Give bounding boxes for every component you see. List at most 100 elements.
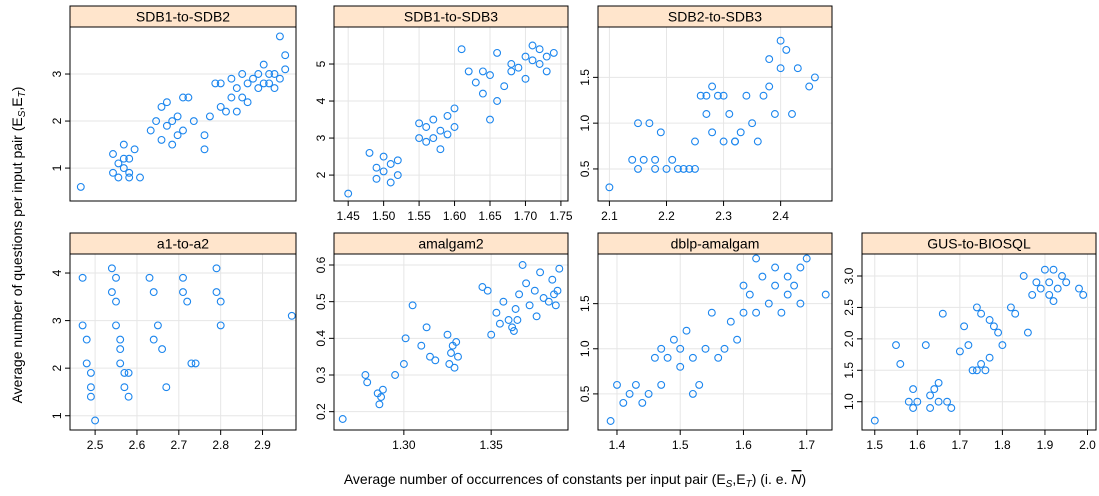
data-point [109, 168, 117, 177]
y-tick-label: 1.5 [578, 295, 592, 312]
data-point [753, 137, 762, 146]
data-point [765, 82, 774, 91]
data-point [114, 159, 123, 168]
data-point [725, 110, 734, 118]
data-point [216, 321, 225, 330]
data-point [270, 70, 279, 78]
panel-1: SDB1-to-SDB2 1 2 3 [50, 5, 297, 202]
y-tick-label: 0.5 [578, 385, 592, 402]
data-point [821, 290, 830, 299]
data-point [909, 385, 918, 394]
data-point [638, 398, 647, 407]
data-point [429, 134, 438, 143]
data-point [447, 349, 455, 357]
data-point [452, 338, 461, 346]
data-point [443, 330, 452, 339]
data-point [926, 391, 935, 400]
data-point [125, 154, 134, 163]
data-point [78, 321, 87, 330]
data-point [254, 70, 263, 78]
data-point [870, 416, 879, 425]
data-point [776, 36, 785, 45]
data-point [426, 352, 434, 361]
data-point [688, 389, 697, 398]
data-point [124, 368, 133, 377]
data-point [707, 308, 716, 317]
data-point [759, 91, 768, 100]
panel-6: dblp-amalgam 1.4 1.5 1.6 1.7 0.5 1.0 1.5 [578, 232, 833, 452]
data-point [116, 335, 125, 344]
data-point [86, 392, 95, 401]
panel-4: a1-to-a2 2.5 2.6 2.7 2.8 2.9 1 2 3 4 [50, 232, 297, 452]
data-point [776, 64, 785, 73]
data-point [606, 417, 615, 425]
data-point [495, 319, 504, 328]
data-point [179, 273, 187, 282]
data-point [742, 91, 751, 100]
y-tick-label: 4 [314, 97, 328, 104]
data-point [145, 273, 154, 282]
data-point [634, 119, 642, 128]
data-point [968, 366, 977, 375]
data-point [532, 312, 541, 321]
y-axis-label-mid: ,E [9, 97, 25, 110]
data-point [377, 393, 386, 401]
data-point [770, 110, 779, 118]
data-point [222, 107, 230, 116]
data-point [739, 308, 748, 317]
x-tick-label: 1.5 [866, 438, 883, 452]
data-point [1045, 290, 1054, 299]
data-point [130, 145, 139, 154]
y-tick-label: 0.5 [314, 293, 328, 310]
x-tick-label: 1.9 [1037, 438, 1054, 452]
data-point [443, 111, 452, 120]
data-point [972, 366, 981, 375]
data-point [173, 131, 182, 140]
data-point [443, 130, 452, 139]
data-point [896, 360, 905, 368]
data-point [981, 366, 990, 375]
data-point [771, 281, 780, 290]
x-tick-label: 1.7 [952, 438, 969, 452]
y-tick-label: 2.5 [842, 299, 856, 316]
x-tick-label: 2.7 [170, 438, 187, 452]
data-point [417, 341, 426, 350]
data-point [76, 182, 85, 191]
data-point [493, 97, 502, 105]
data-point [695, 380, 704, 389]
data-point [657, 380, 666, 389]
data-point [1023, 328, 1032, 337]
data-point [173, 112, 182, 121]
y-tick-label: 0.5 [578, 160, 592, 177]
data-point [153, 321, 162, 330]
data-point [702, 110, 711, 118]
data-point [344, 189, 353, 198]
data-point [212, 288, 221, 297]
data-point [650, 353, 659, 362]
data-point [702, 91, 711, 100]
y-axis-label-end: ) [9, 87, 25, 92]
data-point [146, 126, 155, 135]
data-point [152, 117, 161, 126]
x-tick-label: 2.9 [254, 438, 271, 452]
data-point [892, 341, 900, 350]
y-tick-label: 4 [50, 269, 64, 276]
data-point [492, 308, 501, 317]
data-point [688, 353, 697, 362]
data-point [450, 123, 459, 131]
data-point [149, 288, 158, 297]
x-tick-label: 1.30 [392, 438, 416, 452]
data-point [464, 67, 473, 76]
data-point [551, 301, 560, 310]
data-point [771, 263, 780, 272]
x-axis-label-sub2: T [746, 479, 753, 490]
data-point [119, 164, 128, 173]
data-point [810, 73, 819, 82]
data-point [934, 397, 943, 406]
data-point [162, 383, 171, 392]
data-point [116, 345, 125, 354]
data-point [542, 52, 551, 61]
y-axis-label-text: Average number of questions per input pa… [9, 117, 25, 403]
data-point [86, 383, 95, 392]
